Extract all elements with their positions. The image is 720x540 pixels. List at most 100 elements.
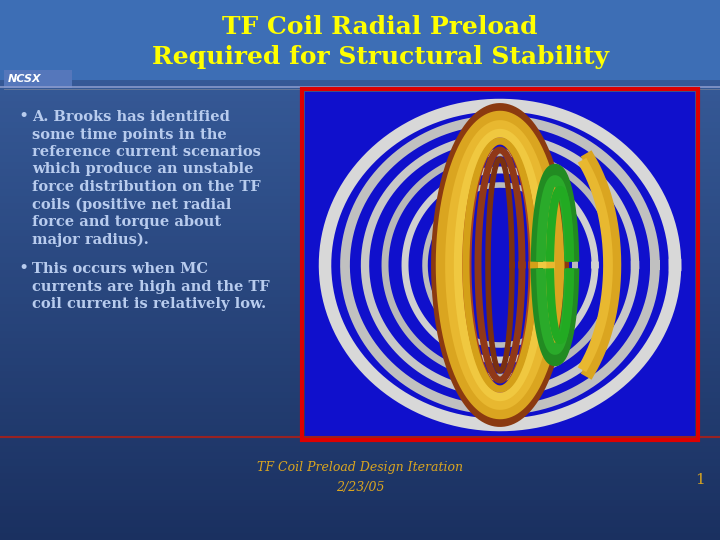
Bar (0, 363, 720, 372)
Text: •: • (18, 260, 28, 277)
Bar (0, 492, 720, 500)
Bar (0, 120, 720, 128)
Text: A. Brooks has identified: A. Brooks has identified (32, 110, 230, 124)
Bar (0, 161, 720, 168)
Text: coil current is relatively low.: coil current is relatively low. (32, 297, 266, 311)
Bar (0, 478, 720, 486)
Text: 1: 1 (695, 473, 705, 487)
Bar (305, 92, 695, 437)
Bar (0, 316, 720, 324)
Bar (0, 66, 720, 74)
Bar (0, 343, 720, 351)
Bar (0, 6, 720, 14)
Bar (0, 498, 720, 507)
Bar (0, 12, 720, 20)
Bar (0, 424, 720, 432)
Text: currents are high and the TF: currents are high and the TF (32, 280, 270, 294)
Text: TF Coil Radial Preload: TF Coil Radial Preload (222, 15, 538, 39)
Bar (0, 26, 720, 33)
Bar (0, 336, 720, 345)
Bar (0, 451, 720, 459)
Bar (0, 127, 720, 135)
Bar (0, 384, 720, 392)
Bar (0, 147, 720, 156)
Text: TF Coil Preload Design Iteration: TF Coil Preload Design Iteration (257, 462, 463, 475)
Bar (0, 39, 720, 47)
Bar (0, 471, 720, 480)
Bar (0, 282, 720, 291)
Bar (0, 93, 720, 102)
Bar (0, 465, 720, 472)
Bar (0, 188, 720, 195)
Bar (0, 235, 720, 243)
Text: This occurs when MC: This occurs when MC (32, 262, 208, 276)
Bar (0, 505, 720, 513)
Text: reference current scenarios: reference current scenarios (32, 145, 261, 159)
Bar (0, 303, 720, 310)
Bar (0, 438, 720, 446)
Bar (0, 532, 720, 540)
Text: force and torque about: force and torque about (32, 215, 221, 229)
Text: •: • (18, 108, 28, 125)
Bar (0, 309, 720, 317)
Bar (0, 269, 720, 276)
Text: Required for Structural Stability: Required for Structural Stability (151, 45, 608, 69)
Bar (0, 525, 720, 534)
Bar (0, 181, 720, 189)
Bar (0, 53, 720, 60)
Bar (0, 411, 720, 418)
Text: which produce an unstable: which produce an unstable (32, 163, 253, 177)
Bar (0, 512, 720, 519)
Bar (4, 70, 72, 88)
Bar (0, 431, 720, 438)
Bar (0, 222, 720, 230)
Bar (302, 89, 698, 440)
Bar (0, 444, 720, 453)
Text: force distribution on the TF: force distribution on the TF (32, 180, 261, 194)
Bar (0, 19, 720, 27)
Text: coils (positive net radial: coils (positive net radial (32, 198, 231, 212)
Bar (0, 114, 720, 122)
Bar (0, 350, 720, 357)
Bar (0, 201, 720, 209)
Bar (0, 208, 720, 216)
Bar (0, 80, 720, 87)
Bar (0, 458, 720, 465)
Bar (0, 255, 720, 263)
Bar (0, 397, 720, 405)
Text: some time points in the: some time points in the (32, 127, 227, 141)
Bar (0, 519, 720, 526)
Bar (0, 323, 720, 330)
Bar (0, 262, 720, 270)
Bar (0, 276, 720, 284)
Bar (0, 242, 720, 249)
Bar (0, 100, 720, 108)
Bar (0, 60, 720, 68)
Bar (0, 296, 720, 303)
Bar (0, 215, 720, 222)
Bar (0, 330, 720, 338)
Bar (0, 0, 720, 6)
Bar (0, 107, 720, 115)
Bar (0, 289, 720, 297)
Bar (0, 390, 720, 399)
Bar (0, 370, 720, 378)
Bar (0, 141, 720, 148)
Bar (0, 73, 720, 81)
Bar (0, 0, 720, 80)
Bar (0, 134, 720, 141)
Bar (0, 154, 720, 162)
Text: major radius).: major radius). (32, 233, 149, 247)
Bar (0, 87, 720, 94)
Bar (0, 357, 720, 364)
Bar (0, 377, 720, 384)
Bar (0, 195, 720, 202)
Bar (0, 174, 720, 183)
Bar (0, 168, 720, 176)
Text: 2/23/05: 2/23/05 (336, 482, 384, 495)
Text: NCSX: NCSX (8, 74, 42, 84)
Bar (0, 417, 720, 426)
Bar (0, 33, 720, 40)
Bar (0, 404, 720, 411)
Bar (0, 228, 720, 237)
